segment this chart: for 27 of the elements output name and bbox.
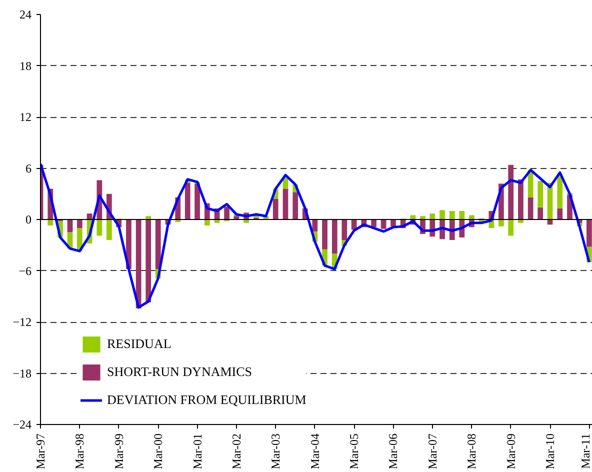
x-tick-label: Mar-10 — [543, 434, 558, 470]
x-tick-label: Mar-01 — [190, 434, 204, 470]
legend-label: SHORT-RUN DYNAMICS — [107, 364, 252, 380]
legend-label: DEVIATION FROM EQUILIBRIUM — [107, 392, 306, 408]
x-tick-label: Mar-04 — [308, 434, 322, 470]
x-tick-label: Mar-99 — [112, 434, 126, 470]
y-tick-label: 18 — [20, 58, 32, 73]
x-tick-label: Mar-03 — [268, 434, 283, 470]
y-tick-label: −12 — [12, 315, 32, 329]
x-tick-label: Mar-08 — [464, 434, 479, 470]
y-tick-label: 6 — [26, 161, 32, 176]
y-tick-label: 12 — [20, 110, 32, 124]
x-tick-label: Mar-11 — [578, 433, 592, 469]
y-tick-label: −18 — [12, 366, 32, 380]
x-tick-label: Mar-06 — [386, 434, 400, 470]
x-tick-label: Mar-05 — [347, 434, 362, 470]
y-tick-label: −6 — [18, 264, 32, 278]
y-tick-label: 0 — [26, 212, 32, 226]
x-tick-label: Mar-02 — [229, 434, 244, 470]
legend-label: RESIDUAL — [107, 336, 172, 352]
x-tick-label: Mar-98 — [72, 434, 87, 470]
y-tick-label: 24 — [20, 8, 32, 22]
x-tick-label: Mar-07 — [425, 434, 440, 470]
x-tick-label: Mar-00 — [151, 434, 166, 470]
y-tick-label: −24 — [12, 418, 32, 432]
x-tick-label: Mar-97 — [34, 434, 48, 470]
x-tick-label: Mar-09 — [504, 434, 518, 470]
